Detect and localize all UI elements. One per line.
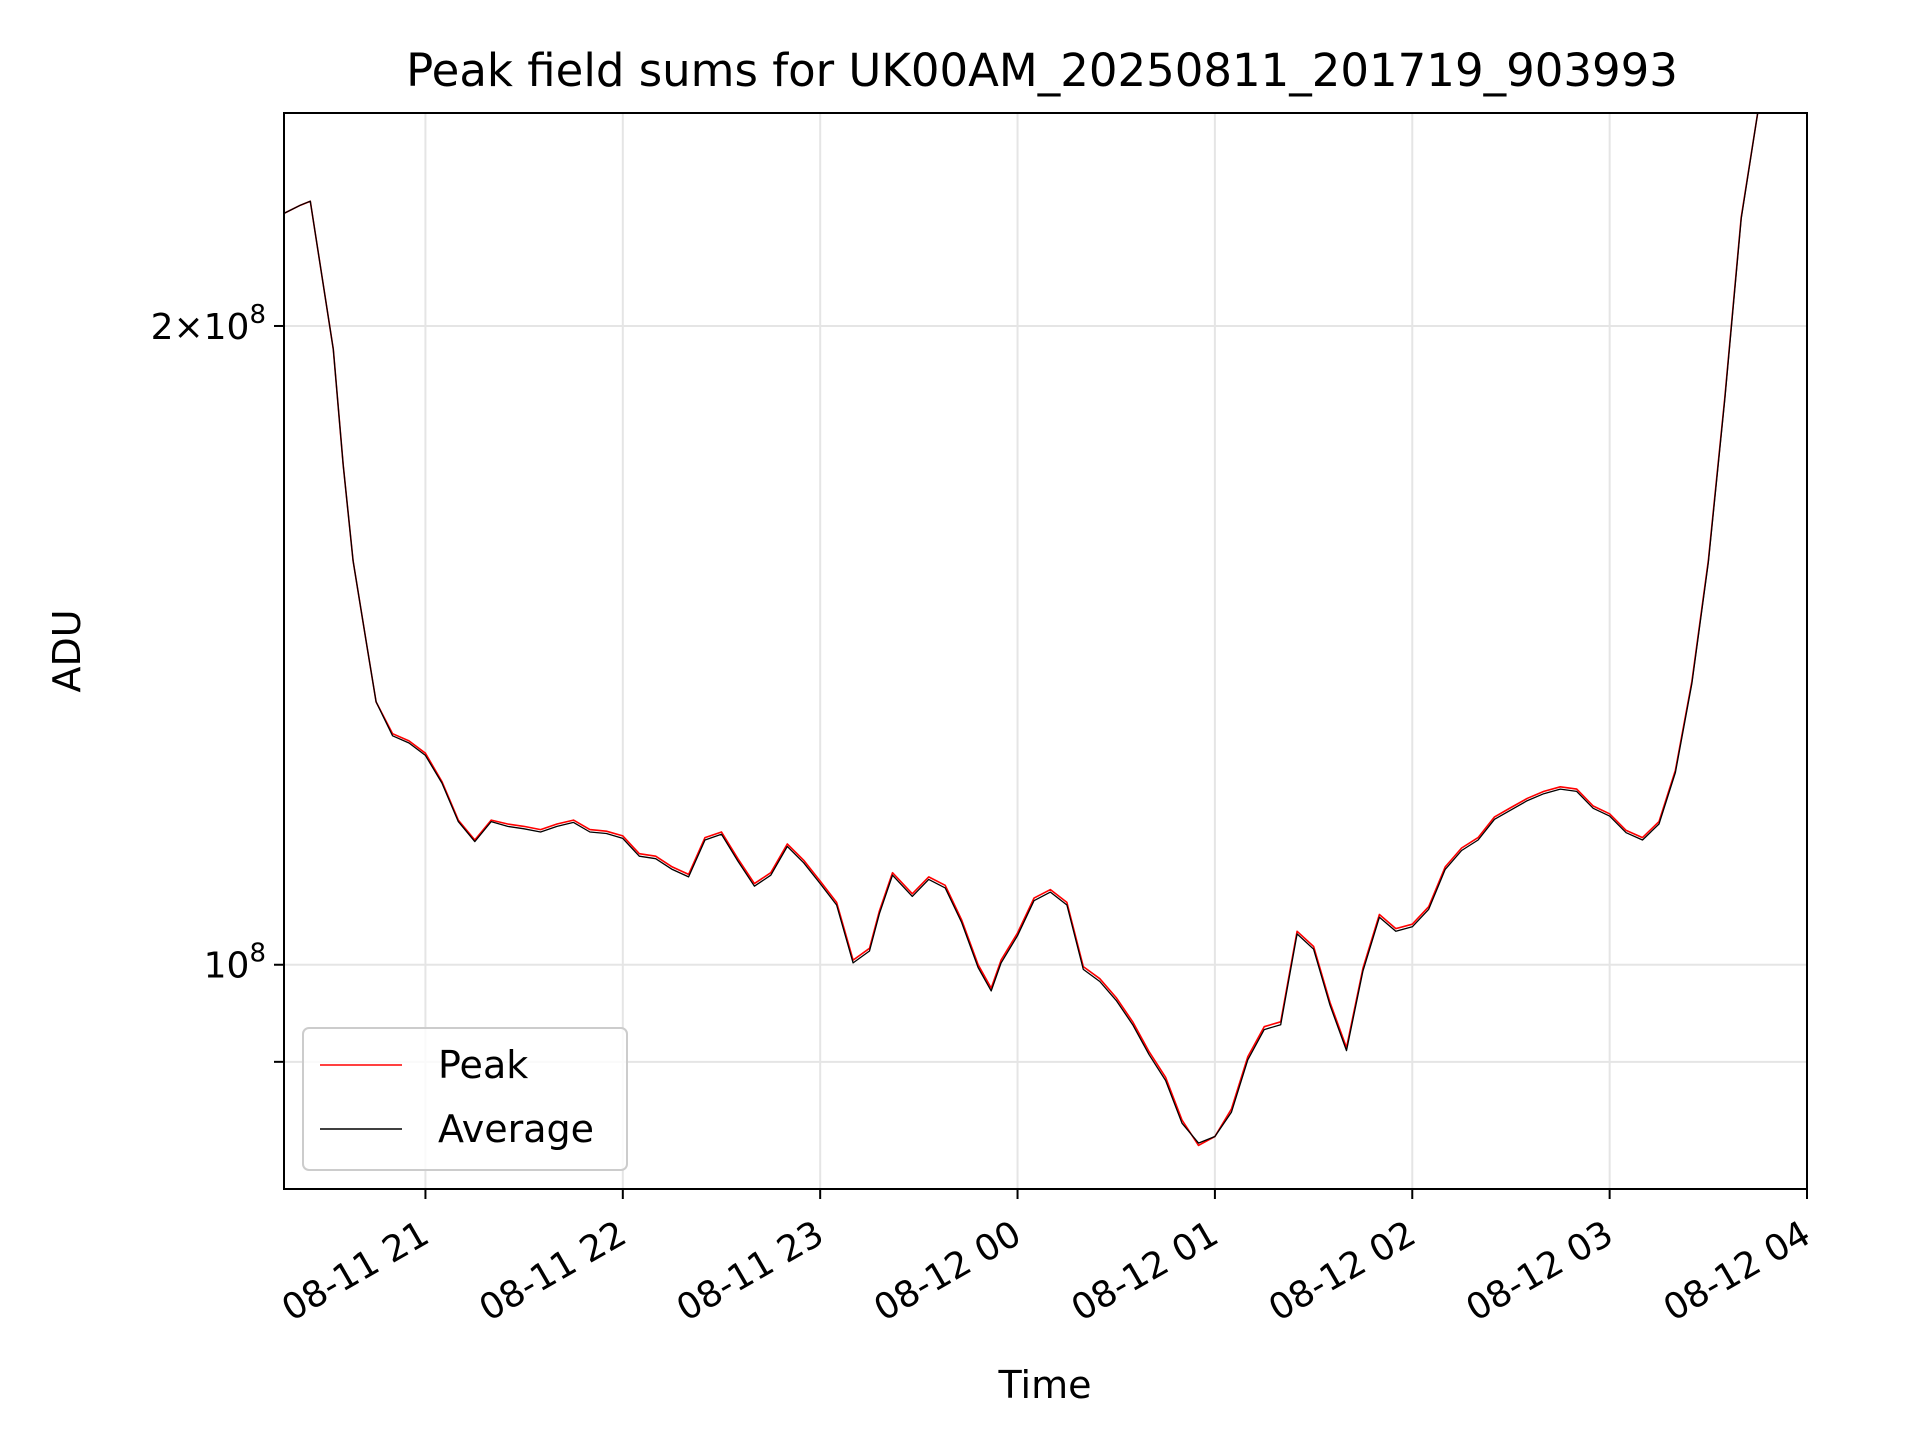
legend-label-peak: Peak xyxy=(438,1043,528,1087)
x-axis-label: Time xyxy=(998,1363,1092,1407)
plot-area xyxy=(284,113,1759,1147)
series-line-average xyxy=(284,113,1759,1144)
series-line-peak xyxy=(284,113,1759,1147)
y-tick-exponent: 8 xyxy=(249,300,266,330)
y-axis-label: ADU xyxy=(45,609,89,692)
y-tick-base: 2×10 xyxy=(151,307,250,348)
legend-label-average: Average xyxy=(438,1107,594,1151)
legend-box xyxy=(302,1027,628,1171)
y-tick-exponent: 8 xyxy=(249,939,266,969)
chart-title: Peak field sums for UK00AM_20250811_2017… xyxy=(406,44,1678,97)
y-tick-base: 10 xyxy=(204,946,250,987)
y-tick-label: 108 xyxy=(204,939,266,987)
y-tick-label: 2×108 xyxy=(151,300,266,348)
legend: Peak Average xyxy=(302,1027,628,1171)
grid xyxy=(284,113,1807,1189)
plot-frame xyxy=(283,112,1808,1190)
